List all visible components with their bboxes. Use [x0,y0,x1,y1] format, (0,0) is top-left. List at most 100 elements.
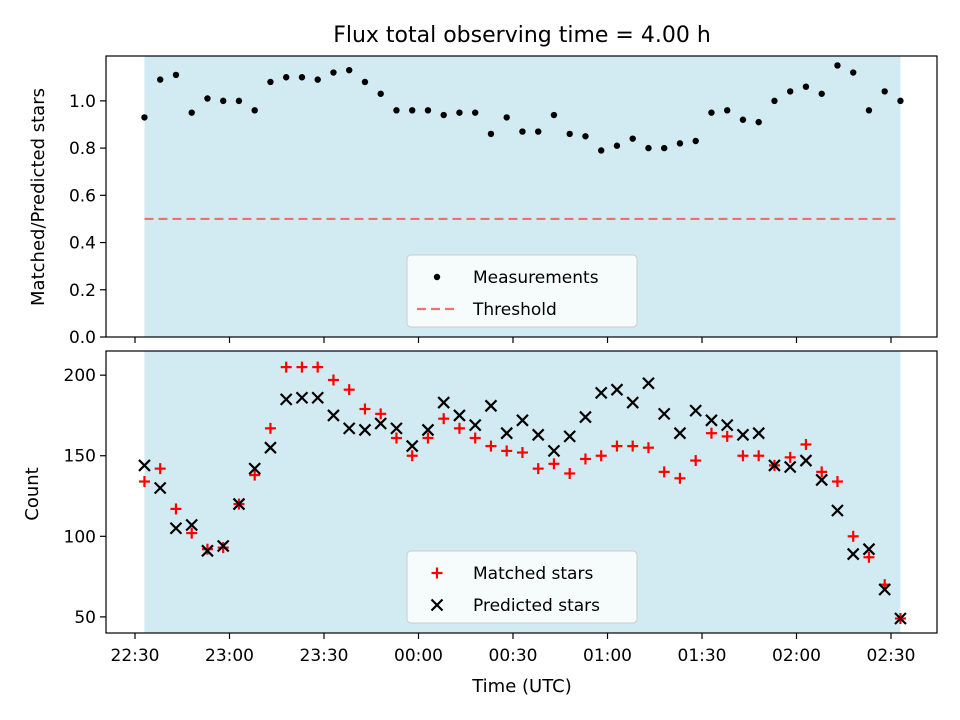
predicted-star-point [815,473,828,487]
x-b [264,441,277,454]
legend-box [406,550,638,624]
x-b [232,497,246,511]
predicted-star-point [405,439,419,453]
matched-star-point [579,453,591,465]
predicted-star-point [264,441,277,454]
matched-star-point [800,438,812,450]
predicted-star-point [720,418,734,432]
measurement-point [188,109,195,116]
measurement-point [172,71,180,79]
x-tick-label: 23:30 [300,646,349,666]
measurement-point [235,97,243,105]
axes-frame [105,55,938,338]
measurement-point [755,118,762,126]
measurement-point [440,111,447,119]
x-b [642,376,655,390]
predicted-star-point [437,396,450,409]
measurement-point [472,109,479,116]
predicted-star-point [453,409,466,422]
bottom-panel: 50 100 150 200 22:30 23:00 23:30 00:00 00:30 01:0… [64,350,938,666]
y-tick-label: 200 [64,366,96,386]
y-tick-label: 0.8 [69,139,96,159]
predicted-star-point [201,544,214,558]
matched-star-point [627,440,639,452]
measurement-point [535,128,542,135]
legend-label: Measurements [473,268,599,288]
matched-star-point [390,432,402,444]
matched-star-point [469,432,481,444]
predicted-star-point [736,428,750,442]
x-b [138,459,151,472]
measurement-point [661,144,668,152]
predicted-star-point [216,539,230,553]
predicted-star-point [327,409,340,422]
predicted-star-point [390,422,403,435]
x-b [831,504,844,517]
measurement-point [692,137,699,145]
matched-star-point [170,503,182,515]
matched-star-point [737,450,749,462]
legend: Measurements Threshold [406,254,638,328]
measurement-point [251,107,258,114]
measurement-point [456,109,463,116]
measurement-point [739,116,747,123]
matched-star-point [138,476,150,488]
legend-label: Matched stars [473,564,593,584]
measurement-point [361,78,369,86]
x-b [705,414,718,427]
predicted-star-point [799,454,813,467]
predicted-star-point [138,459,151,472]
x-tick-label: 02:00 [772,646,821,666]
matched-star-point [611,440,623,452]
predicted-star-point [468,418,482,432]
x-b [327,409,340,422]
matched-star-point [690,455,702,467]
predicted-star-point [421,423,435,437]
bottom-y-axis-label: Count [22,467,43,520]
matched-star-point [154,463,166,475]
predicted-star-point [516,414,529,427]
matched-star-point [422,432,434,444]
x-b [248,462,261,475]
predicted-star-point [374,417,387,430]
x-b [390,422,403,435]
predicted-star-point [689,404,702,417]
matched-star-point [485,440,497,452]
matched-star-point [847,530,859,542]
predicted-star-point [846,547,860,561]
x-b [185,518,198,532]
x-b [752,426,765,440]
measurement-point [598,147,605,154]
measurement-point [267,78,274,86]
measurement-point [566,130,573,138]
predicted-star-point [831,504,844,517]
predicted-star-point [232,497,246,511]
predicted-star-point [484,399,498,413]
legend-dot-marker [433,273,441,281]
matched-star-point [831,476,843,488]
measurement-point [503,114,510,121]
x-axis-label: Time (UTC) [471,676,572,697]
x-b [531,428,545,442]
matched-star-point [595,450,607,462]
y-tick-label: 50 [74,608,96,628]
measurement-point [409,107,416,114]
x-b [815,473,828,487]
x-b [878,583,891,596]
predicted-star-point [531,428,545,442]
measurement-point [393,107,400,114]
x-b [500,426,513,440]
x-b [342,422,356,435]
matched-star-point [516,447,528,459]
predicted-star-point [169,521,183,535]
measurement-point [550,111,558,119]
x-tick-label: 00:30 [489,646,538,666]
matched-star-point [343,384,355,396]
top-y-axis-label: Matched/Predicted stars [28,88,49,306]
legend: Matched stars Predicted stars [406,550,638,624]
measurement-point [897,97,904,105]
predicted-star-point [248,462,261,475]
predicted-star-point [878,583,891,596]
measurement-point [487,130,495,138]
top-panel: 0.0 0.2 0.4 0.6 0.8 1.0 Measurements Threshold [69,55,938,348]
